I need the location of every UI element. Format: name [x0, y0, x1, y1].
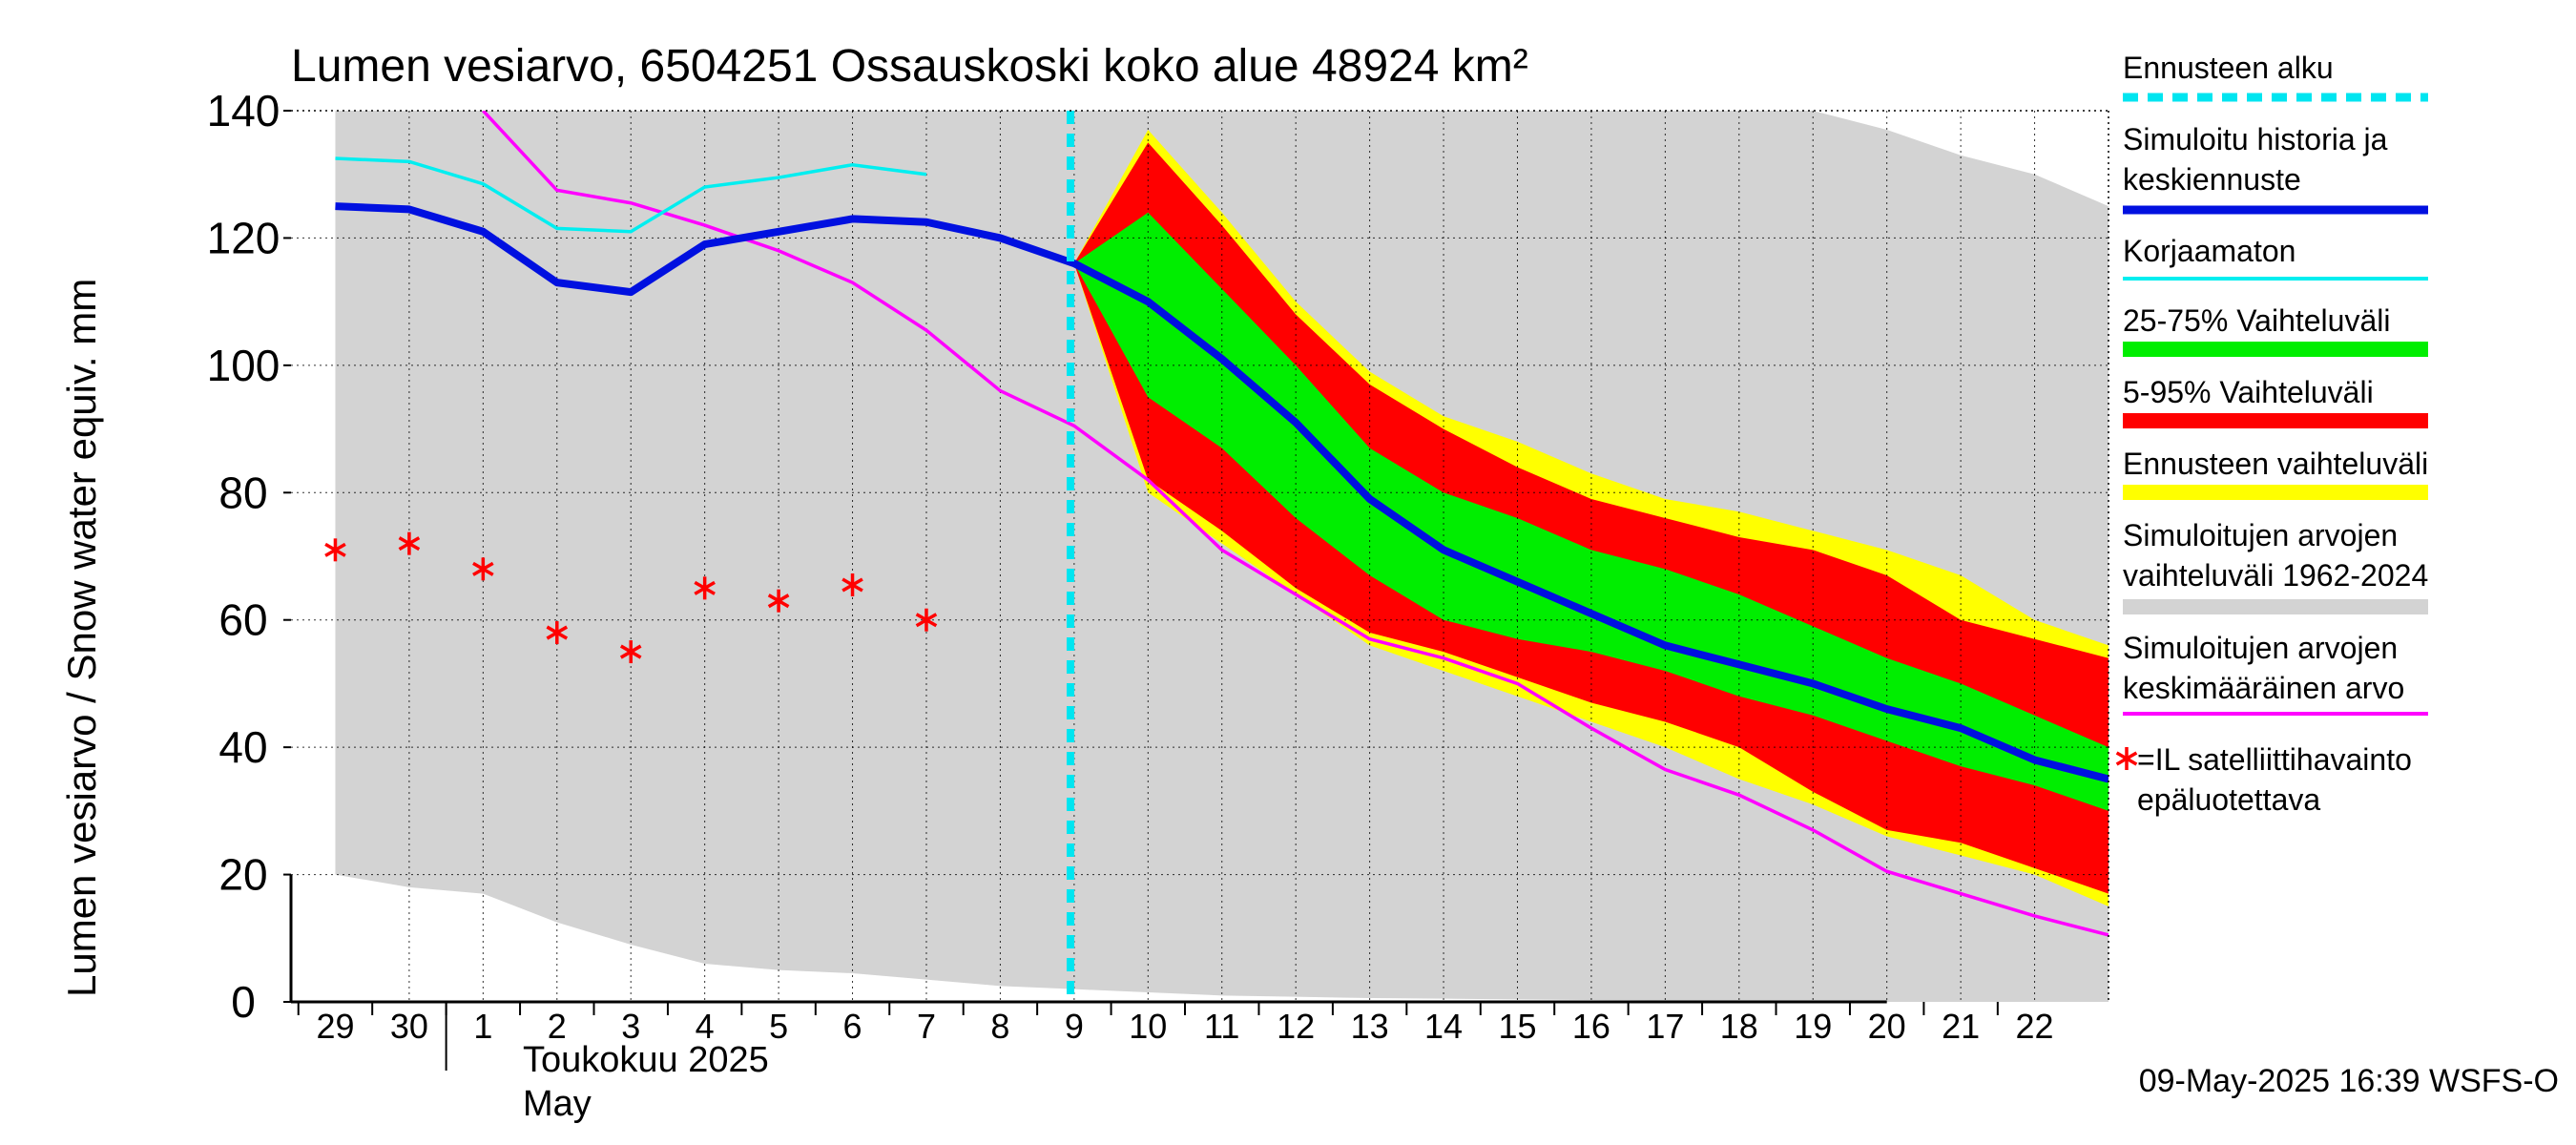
- satellite-point: [619, 640, 642, 664]
- satellite-point-stroke: [694, 580, 716, 595]
- y-axis-label: Lumen vesiarvo / Snow water equiv. mm: [59, 279, 104, 997]
- x-tick-label: 3: [621, 1007, 640, 1046]
- satellite-point: [324, 538, 346, 562]
- legend-swatch: [2123, 342, 2428, 357]
- legend-swatch: [2123, 413, 2428, 428]
- satellite-point-stroke: [398, 536, 421, 552]
- legend-item: Simuloitu historia ja keskiennuste: [2123, 122, 2428, 215]
- legend-label: Korjaamaton: [2123, 234, 2296, 268]
- x-tick-label: 19: [1794, 1007, 1832, 1046]
- x-tick-label: 12: [1277, 1007, 1315, 1046]
- satellite-point-stroke: [841, 577, 863, 593]
- satellite-point: [398, 531, 421, 555]
- legend-label: =IL satelliittihavainto: [2137, 742, 2412, 777]
- x-tick-label: 18: [1720, 1007, 1758, 1046]
- satellite-point-stroke: [324, 542, 346, 557]
- x-tick-label: 21: [1942, 1007, 1980, 1046]
- simulated-history-line: [335, 202, 2109, 783]
- legend-swatch: [2123, 599, 2428, 614]
- x-tick-label: 5: [769, 1007, 788, 1046]
- x-tick-label: 2: [548, 1007, 567, 1046]
- satellite-point: [472, 557, 494, 581]
- legend-label: keskiennuste: [2123, 162, 2301, 197]
- x-tick-label: 13: [1351, 1007, 1389, 1046]
- satellite-point-stroke: [546, 625, 569, 640]
- x-month-fi: Toukokuu 2025: [523, 1040, 769, 1080]
- x-tick-label: 22: [2016, 1007, 2054, 1046]
- x-tick-label: 1: [473, 1007, 492, 1046]
- legend-swatch: [2123, 485, 2428, 500]
- x-tick-label: 4: [696, 1007, 715, 1046]
- legend: Ennusteen alku Simuloitu historia ja keski…: [2115, 51, 2428, 817]
- legend-label: keskimääräinen arvo: [2123, 671, 2404, 705]
- legend-label: Simuloitujen arvojen: [2123, 518, 2398, 552]
- satellite-point-stroke: [619, 644, 642, 659]
- satellite-point: [546, 621, 569, 645]
- x-month-en: May: [523, 1084, 592, 1124]
- timestamp: 09-May-2025 16:39 WSFS-O: [2139, 1063, 2559, 1099]
- legend-item: Ennusteen vaihteluväli: [2123, 447, 2428, 500]
- y-tick-label: 20: [218, 850, 267, 900]
- legend-item: Ennusteen alku: [2123, 51, 2428, 102]
- x-tick-label: 15: [1498, 1007, 1536, 1046]
- legend-label: epäluotettava: [2137, 782, 2320, 817]
- y-tick-label: 140: [207, 86, 280, 135]
- legend-item: =IL satelliittihavainto epäluotettava: [2115, 742, 2412, 817]
- legend-item: Simuloitujen arvojen keskimääräinen arvo: [2123, 631, 2428, 716]
- legend-label: 5-95% Vaihteluväli: [2123, 375, 2374, 409]
- legend-item: 25-75% Vaihteluväli: [2123, 303, 2428, 357]
- satellite-point: [915, 608, 938, 632]
- satellite-point-stroke: [915, 613, 938, 628]
- y-tick-label: 100: [207, 341, 280, 390]
- y-tick-label: 0: [231, 977, 256, 1027]
- x-tick-label: 7: [917, 1007, 936, 1046]
- historical-range-band: [335, 111, 2109, 1002]
- legend-label: Simuloitujen arvojen: [2123, 631, 2398, 665]
- plot-content: [291, 111, 2109, 1002]
- legend-item: Simuloitujen arvojen vaihteluväli 1962-20…: [2123, 518, 2428, 614]
- y-tick-label: 60: [218, 595, 267, 645]
- x-tick-label: 14: [1424, 1007, 1463, 1046]
- plot-area: [291, 111, 2109, 1002]
- x-tick-label: 8: [990, 1007, 1009, 1046]
- x-tick-label: 20: [1868, 1007, 1906, 1046]
- legend-swatch-star: [2115, 747, 2138, 770]
- legend-item: 5-95% Vaihteluväli: [2123, 375, 2428, 428]
- x-tick-label: 6: [843, 1007, 862, 1046]
- satellite-point: [767, 589, 790, 613]
- legend-label: 25-75% Vaihteluväli: [2123, 303, 2390, 338]
- legend-label: Simuloitu historia ja: [2123, 122, 2388, 156]
- x-tick-label: 17: [1646, 1007, 1684, 1046]
- y-tick-label: 120: [207, 213, 280, 262]
- uncorrected-line: [335, 156, 927, 234]
- legend-label: Ennusteen vaihteluväli: [2123, 447, 2428, 481]
- y-tick-label: 80: [218, 468, 267, 517]
- x-tick-label: 9: [1065, 1007, 1084, 1046]
- y-tick-label: 40: [218, 722, 267, 772]
- x-tick-label: 10: [1129, 1007, 1167, 1046]
- p25-75-band: [1073, 212, 2109, 811]
- legend-label: vaihteluväli 1962-2024: [2123, 558, 2428, 593]
- x-tick-label: 11: [1204, 1007, 1239, 1046]
- historical-mean-line: [482, 111, 2109, 937]
- legend-label: Ennusteen alku: [2123, 51, 2334, 85]
- satellite-point-stroke: [472, 561, 494, 576]
- satellite-point: [841, 573, 863, 597]
- x-tick-label: 29: [316, 1007, 354, 1046]
- satellite-point: [694, 576, 716, 600]
- satellite-point-stroke: [767, 593, 790, 609]
- legend-item: Korjaamaton: [2123, 234, 2428, 281]
- legend-swatch-star-stroke: [2115, 751, 2138, 766]
- chart-title: Lumen vesiarvo, 6504251 Ossauskoski koko…: [291, 41, 1528, 92]
- x-tick-label: 16: [1572, 1007, 1610, 1046]
- x-tick-label: 30: [390, 1007, 428, 1046]
